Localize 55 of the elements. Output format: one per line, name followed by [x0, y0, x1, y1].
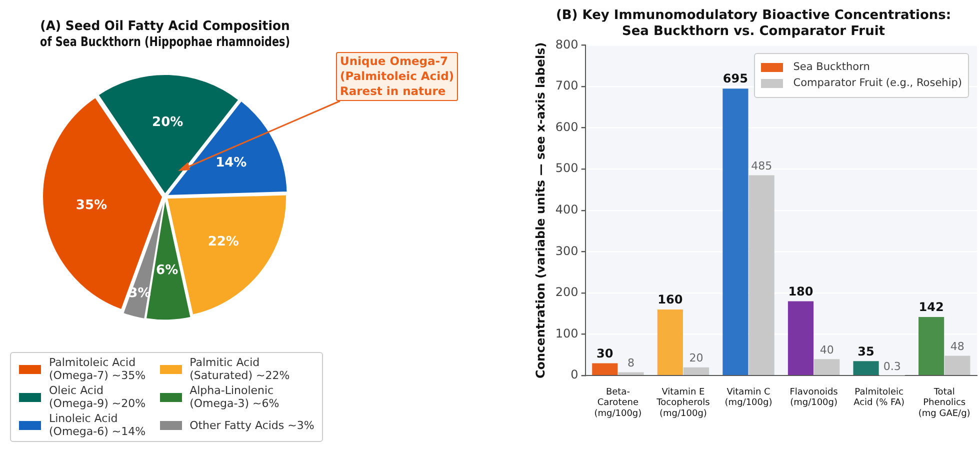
data-label: 485 [751, 160, 772, 173]
y-tick-label: 0 [570, 368, 578, 382]
data-label: 22% [208, 234, 239, 250]
data-label: 35% [76, 198, 108, 214]
bar [814, 359, 840, 375]
y-tick-label: 100 [555, 326, 578, 340]
data-label: 180 [788, 284, 814, 298]
y-tick-label: 400 [555, 202, 578, 217]
data-label: 40 [820, 343, 834, 356]
data-label: 30 [596, 346, 614, 360]
legend-label: Sea Buckthorn [793, 61, 870, 74]
y-tick-label: 300 [555, 244, 578, 258]
y-axis-title: Concentration (variable units — see x-axis labels) [533, 42, 548, 379]
legend-label: Palmitoleic Acid (Omega-7) ~35% [49, 356, 146, 382]
data-label: 8 [628, 356, 634, 370]
data-label: 14% [216, 156, 247, 171]
data-label: 142 [918, 300, 944, 314]
y-tick-label: 200 [555, 285, 578, 300]
bar [788, 301, 814, 375]
y-tick-label: 500 [555, 161, 578, 176]
y-tick-label: 700 [555, 78, 578, 93]
bar [657, 310, 683, 375]
data-label: 0.3 [883, 360, 901, 373]
bar [592, 363, 618, 375]
legend-label: Palmitic Acid (Saturated) ~22% [190, 356, 290, 382]
data-label: 160 [658, 292, 683, 307]
bar [944, 356, 970, 375]
bar [853, 361, 879, 375]
data-label: 6% [156, 263, 178, 278]
y-tick-label: 800 [555, 37, 578, 52]
legend-label: Alpha-Linolenic (Omega-3) ~6% [190, 384, 280, 410]
chart-title: (B) Key Immunomodulatory Bioactive Concentrations: Sea Buckthorn vs. Comparator Fruit [556, 8, 952, 39]
legend-label: Other Fatty Acids ~3% [190, 418, 314, 432]
x-tick-label: Palmitoleic Acid (% FA) [854, 387, 905, 408]
text: Unique Omega-7 (Palmitoleic Acid) Rarest in nature [336, 52, 458, 101]
legend-label: Comparator Fruit (e.g., Rosehip) [793, 77, 962, 90]
bar [683, 367, 710, 375]
x-tick-label: Total Phenolics (mg GAE/g) [918, 387, 970, 419]
x-tick-label: Flavonoids (mg/100g) [790, 387, 838, 408]
data-label: 695 [722, 72, 748, 86]
legend-label: Oleic Acid (Omega-9) ~20% [49, 384, 146, 410]
legend-label: Linoleic Acid (Omega-6) ~14% [49, 412, 146, 438]
bar [618, 372, 644, 375]
bar [748, 175, 774, 375]
x-tick-label: Beta-Carotene (mg/100g) [594, 387, 642, 419]
bar [918, 316, 944, 375]
data-label: 20 [689, 352, 704, 365]
data-label: 20% [152, 114, 184, 130]
bar [722, 88, 748, 375]
data-label: 35 [858, 344, 874, 358]
x-tick-label: Vitamin C (mg/100g) [724, 387, 772, 408]
y-tick-label: 600 [555, 120, 578, 134]
x-tick-label: Vitamin E Tocopherols (mg/100g) [656, 387, 710, 419]
chart-title: (A) Seed Oil Fatty Acid Composition of Sea Buckthorn (Hippophae rhamnoides) [40, 18, 290, 50]
data-label: 48 [950, 340, 964, 354]
